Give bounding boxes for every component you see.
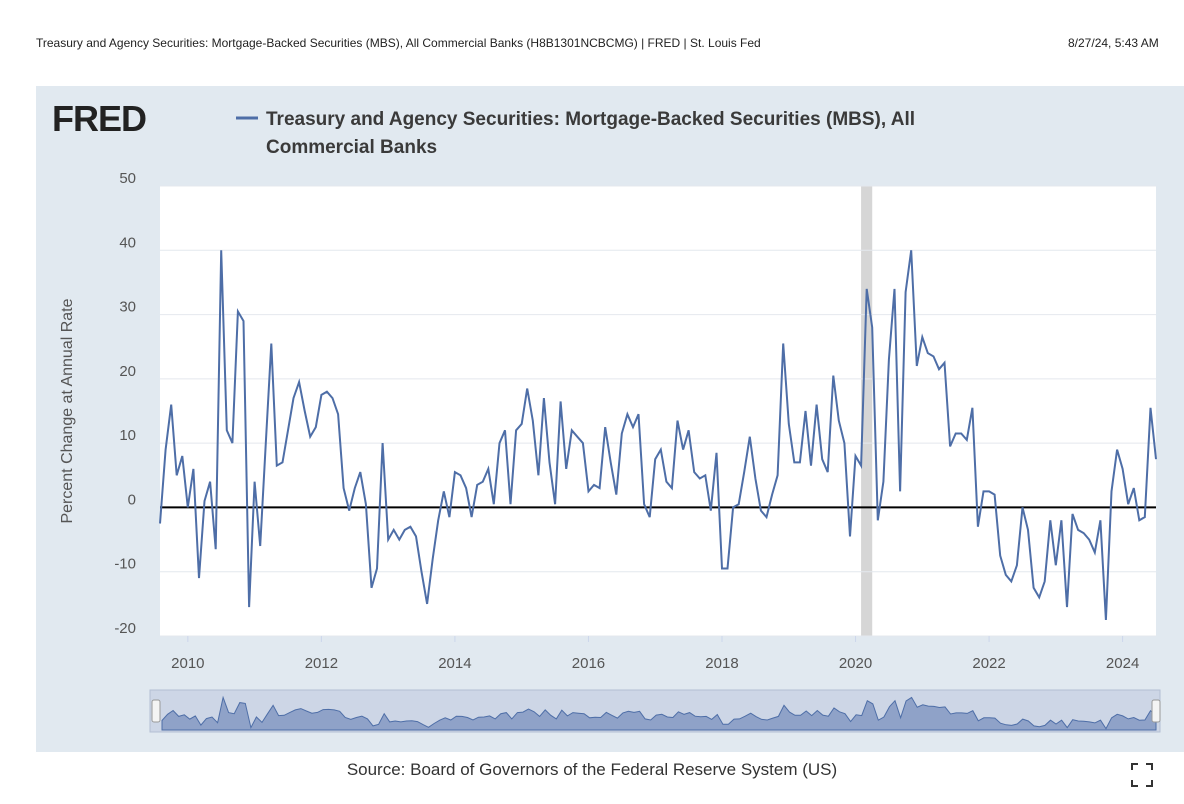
x-tick-label: 2014 — [438, 655, 471, 672]
navigator-series — [161, 695, 1157, 731]
y-tick-label: 10 — [119, 427, 136, 444]
x-tick-label: 2016 — [572, 655, 605, 672]
x-tick-label: 2010 — [171, 655, 204, 672]
y-tick-label: 30 — [119, 299, 136, 316]
y-axis-label: Percent Change at Annual Rate — [59, 298, 76, 523]
plot-area — [160, 186, 1156, 636]
navigator-handle — [151, 699, 161, 723]
page-header-title: Treasury and Agency Securities: Mortgage… — [36, 36, 761, 50]
y-tick-label: -20 — [114, 620, 136, 637]
y-tick-label: 40 — [119, 234, 136, 251]
y-tick-label: 50 — [119, 170, 136, 187]
navigator-handle — [1151, 699, 1161, 723]
y-tick-label: 20 — [119, 363, 136, 380]
source-note: Source: Board of Governors of the Federa… — [346, 760, 838, 779]
series-line — [159, 250, 1157, 620]
page-header-date: 8/27/24, 5:43 AM — [1068, 36, 1159, 50]
recession-shading — [861, 186, 873, 636]
legend-label: Treasury and Agency Securities: Mortgage… — [266, 109, 916, 158]
y-tick-label: -10 — [114, 556, 136, 573]
x-tick-label: 2022 — [972, 655, 1005, 672]
x-tick-label: 2012 — [305, 655, 338, 672]
y-tick-label: 0 — [128, 491, 136, 508]
x-tick-label: 2020 — [839, 655, 872, 672]
x-tick-label: 2024 — [1106, 655, 1139, 672]
x-tick-label: 2018 — [705, 655, 738, 672]
fred-logo: FRED — [52, 98, 147, 139]
